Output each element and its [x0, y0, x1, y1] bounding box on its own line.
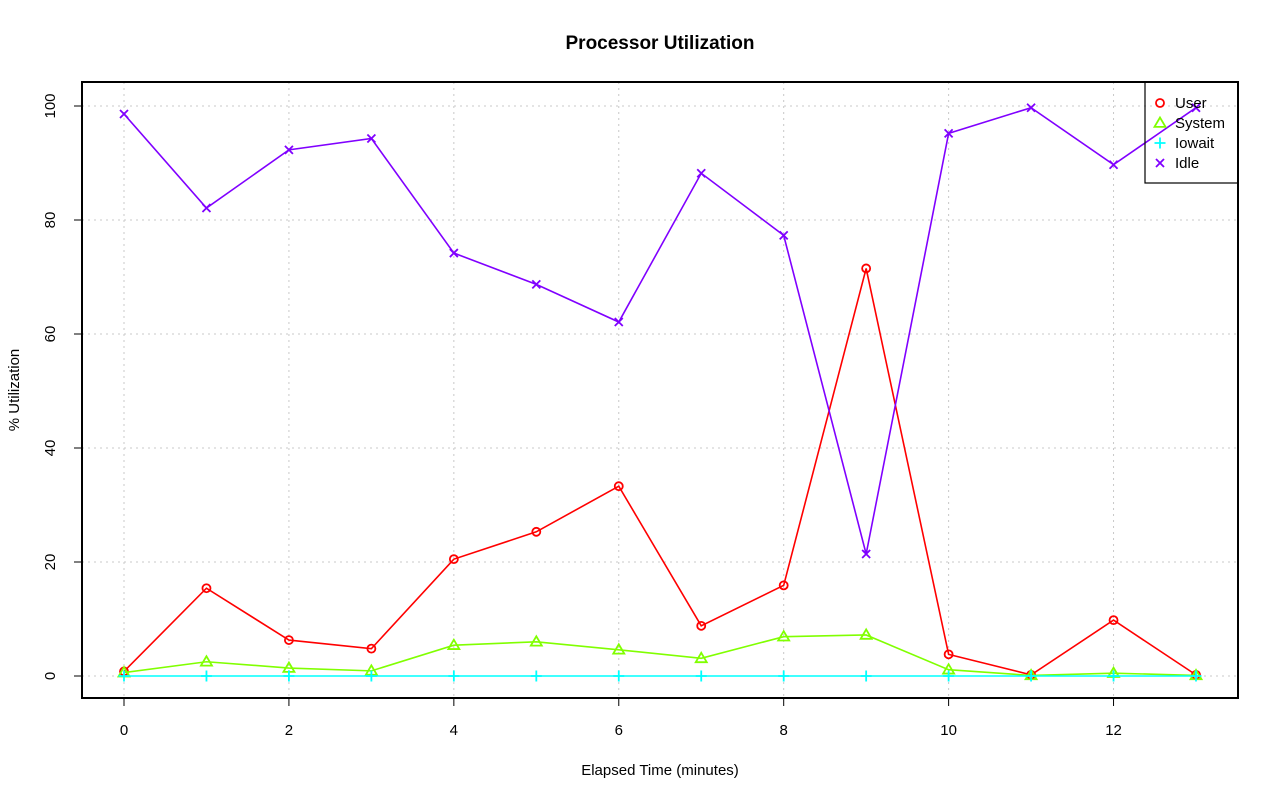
data-point-user: [613, 481, 624, 492]
x-tick-label: 6: [615, 722, 623, 739]
data-point-iowait: [118, 670, 130, 682]
data-point-idle: [696, 168, 706, 178]
data-point-system: [446, 637, 461, 650]
data-point-user: [284, 635, 294, 645]
y-tick-label: 20: [42, 554, 59, 571]
data-point-iowait: [860, 670, 872, 682]
data-point-iowait: [530, 670, 542, 682]
legend-marker-system: [1152, 115, 1168, 128]
data-point-idle: [779, 230, 789, 241]
data-point-user: [696, 620, 707, 631]
legend-marker-idle: [1155, 158, 1165, 168]
data-point-iowait: [943, 670, 955, 682]
data-point-idle: [531, 279, 541, 290]
data-point-user: [1108, 615, 1119, 626]
data-point-iowait: [448, 670, 460, 682]
data-point-idle: [284, 145, 294, 155]
series-user: [119, 263, 1201, 680]
x-tick-label: 12: [1105, 722, 1122, 739]
data-point-iowait: [695, 670, 707, 682]
data-point-idle: [614, 317, 624, 327]
data-point-user: [943, 649, 954, 660]
data-point-iowait: [365, 670, 377, 682]
x-tick-label: 0: [120, 722, 128, 739]
series-line-system: [123, 634, 1197, 677]
data-point-idle: [861, 549, 871, 559]
data-point-idle: [201, 203, 212, 213]
data-point-iowait: [200, 670, 212, 682]
series-line-user: [123, 268, 1197, 676]
y-tick-label: 0: [42, 672, 59, 680]
y-tick-label: 60: [42, 326, 59, 343]
legend-label-user: User: [1175, 95, 1207, 112]
x-axis-label: Elapsed Time (minutes): [581, 762, 739, 779]
y-tick-label: 80: [42, 212, 59, 229]
data-point-iowait: [1025, 670, 1037, 682]
legend-box: [1144, 81, 1239, 184]
x-tick-label: 2: [285, 722, 293, 739]
data-point-idle: [1108, 160, 1119, 170]
series-iowait: [118, 670, 1202, 682]
data-point-user: [861, 263, 872, 274]
data-point-idle: [366, 133, 377, 144]
data-point-system: [199, 654, 214, 667]
series-layer: [116, 103, 1204, 682]
data-point-user: [778, 580, 789, 591]
data-point-system: [859, 627, 874, 640]
x-tick-label: 10: [940, 722, 957, 739]
data-point-system: [776, 629, 791, 642]
data-point-iowait: [778, 670, 790, 682]
data-point-system: [611, 642, 626, 655]
data-point-idle: [1026, 103, 1036, 113]
data-point-idle: [119, 109, 129, 119]
y-tick-label: 40: [42, 440, 59, 457]
data-point-idle: [943, 128, 954, 138]
data-point-iowait: [1190, 670, 1202, 682]
legend-marker-iowait: [1154, 137, 1166, 149]
data-point-iowait: [1108, 670, 1120, 682]
data-point-idle: [449, 248, 459, 258]
series-idle: [119, 103, 1201, 559]
data-point-system: [694, 651, 709, 664]
y-tick-label: 100: [42, 93, 59, 118]
data-point-idle: [1191, 103, 1201, 113]
y-axis-label: % Utilization: [6, 349, 23, 432]
legend-label-idle: Idle: [1175, 155, 1199, 172]
data-point-user: [366, 643, 377, 654]
data-point-iowait: [613, 670, 625, 682]
data-point-user: [201, 583, 212, 594]
series-system: [116, 627, 1204, 681]
x-tick-label: 4: [450, 722, 458, 739]
legend: User System Iowait Idle: [1144, 81, 1239, 184]
data-point-iowait: [283, 670, 295, 682]
legend-label-iowait: Iowait: [1175, 135, 1215, 152]
legend-marker-user: [1155, 98, 1165, 108]
series-line-idle: [123, 106, 1197, 555]
chart-title: Processor Utilization: [566, 33, 755, 54]
x-tick-label: 8: [780, 722, 788, 739]
axes-layer: 0 2 4 6 8 10 12 0 20 40 60 80 100: [42, 93, 1122, 739]
legend-label-system: System: [1175, 115, 1225, 132]
data-point-user: [531, 526, 542, 537]
data-point-system: [529, 634, 544, 647]
data-point-user: [448, 554, 459, 565]
